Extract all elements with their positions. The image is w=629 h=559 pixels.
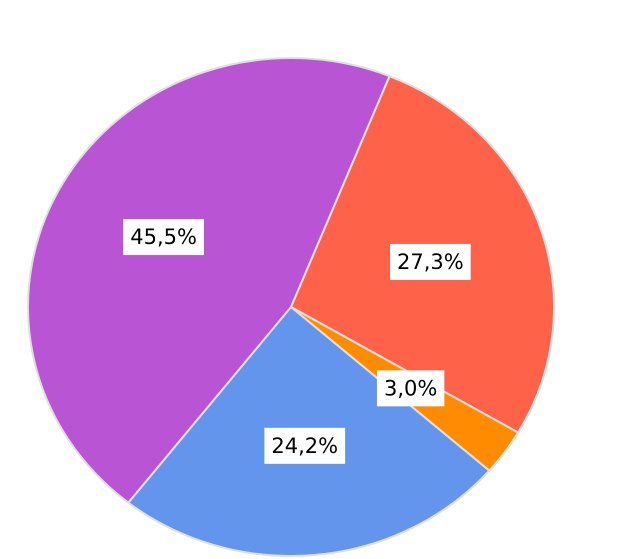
- data-label-box: [264, 427, 346, 464]
- data-label-group: 45,5%: [123, 219, 204, 256]
- data-label-group: 27,3%: [390, 243, 471, 280]
- data-label: 27,3%: [397, 250, 464, 274]
- data-label: 45,5%: [130, 225, 197, 249]
- data-label: 24,2%: [271, 434, 338, 458]
- pie-slice: [27, 57, 391, 505]
- data-label: 3,0%: [384, 376, 437, 400]
- data-label-box: [390, 243, 471, 280]
- data-label-box: [123, 219, 204, 256]
- data-label-group: 3,0%: [376, 370, 445, 407]
- data-label-group: 24,2%: [264, 427, 346, 464]
- data-label-box: [376, 370, 445, 407]
